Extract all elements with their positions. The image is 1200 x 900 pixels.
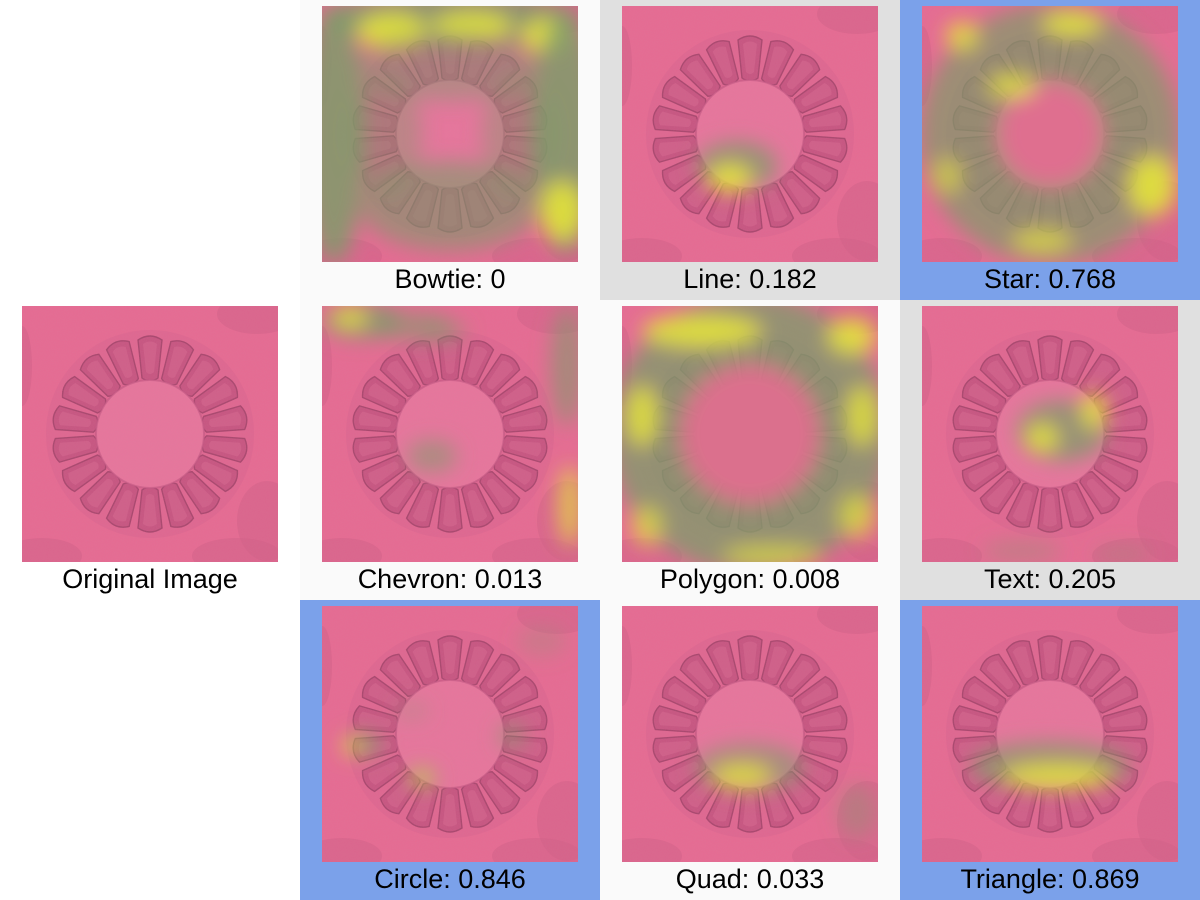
cell-triangle: Triangle: 0.869	[900, 600, 1200, 900]
thumbnail-svg	[922, 6, 1178, 262]
heatmap-image	[322, 606, 578, 862]
cell-text: Text: 0.205	[900, 300, 1200, 600]
thumbnail-svg	[322, 606, 578, 862]
caption: Line: 0.182	[683, 264, 817, 294]
cell-chevron: Chevron: 0.013	[300, 300, 600, 600]
cell-original: Original Image	[0, 300, 300, 600]
thumbnail-svg	[922, 306, 1178, 562]
caption: Chevron: 0.013	[357, 564, 543, 594]
thumbnail-svg	[322, 306, 578, 562]
cell-polygon: Polygon: 0.008	[600, 300, 900, 600]
heatmap-image	[322, 6, 578, 262]
cell-star: Star: 0.768	[900, 0, 1200, 300]
caption: Bowtie: 0	[394, 264, 506, 294]
cell-bowtie: Bowtie: 0	[300, 0, 600, 300]
thumbnail-svg	[922, 606, 1178, 862]
heatmap-image	[922, 306, 1178, 562]
thumbnail-svg	[22, 306, 278, 562]
heatmap-image	[322, 306, 578, 562]
heatmap-image	[622, 606, 878, 862]
caption: Star: 0.768	[983, 264, 1117, 294]
heatmap-image	[622, 306, 878, 562]
caption: Triangle: 0.869	[960, 864, 1140, 894]
heatmap-image	[922, 606, 1178, 862]
thumbnail-svg	[622, 6, 878, 262]
cell-quad: Quad: 0.033	[600, 600, 900, 900]
thumbnail-svg	[322, 6, 578, 262]
caption: Circle: 0.846	[374, 864, 526, 894]
thumbnail-svg	[622, 306, 878, 562]
heatmap-image	[622, 6, 878, 262]
original-image	[22, 306, 278, 562]
caption: Text: 0.205	[983, 564, 1117, 594]
caption: Polygon: 0.008	[659, 564, 841, 594]
caption: Quad: 0.033	[675, 864, 825, 894]
caption: Original Image	[62, 564, 238, 594]
cell-line: Line: 0.182	[600, 0, 900, 300]
thumbnail-svg	[622, 606, 878, 862]
cell-circle: Circle: 0.846	[300, 600, 600, 900]
heatmap-image	[922, 6, 1178, 262]
